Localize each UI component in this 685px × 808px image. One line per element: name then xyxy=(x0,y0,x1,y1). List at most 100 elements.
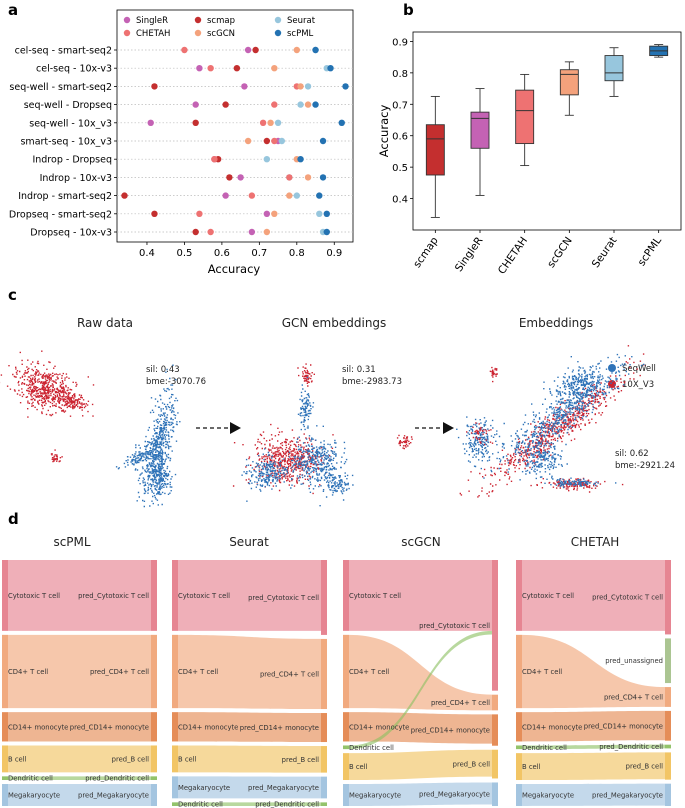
legend-label-10x: 10X_V3 xyxy=(622,380,654,390)
legend-label-seurat: Seurat xyxy=(287,16,316,26)
dot-scgcn-indrop-10x-v3 xyxy=(304,174,312,181)
emb-seqwell-cluster-bottom xyxy=(544,477,617,489)
dot-singler-indrop-smart-seq2 xyxy=(222,192,229,199)
panel-d-sankey: scPML Seurat scGCN CHETAH Cytotoxic T ce… xyxy=(2,535,671,808)
node-right-pred-dendritic-cell xyxy=(665,744,671,749)
panel-b-frame xyxy=(412,31,682,231)
node-left-cd4-t-cell xyxy=(172,634,178,709)
node-left-cytotoxic-t-cell xyxy=(343,560,349,631)
node-label-right-pred-b-cell: pred_B cell xyxy=(453,761,490,769)
node-right-pred-megakaryocyte xyxy=(151,784,157,806)
y-tick-label-seq-well-dropseq: seq-well - Dropseq xyxy=(24,100,112,111)
node-label-left-cd14-monocyte: CD14+ monocyte xyxy=(8,723,68,731)
dot-singler-cel-seq-smart-seq2 xyxy=(244,46,252,54)
node-right-pred-megakaryocyte xyxy=(492,782,498,806)
dot-scpml-cel-seq-smart-seq2 xyxy=(312,46,319,54)
node-label-right-pred-b-cell: pred_B cell xyxy=(626,763,663,771)
sankey-chetah: Cytotoxic T cell CD4+ T cell CD14+ monocyt… xyxy=(516,560,671,806)
legend-label-scmap: scmap xyxy=(207,16,235,26)
dot-scmap-seq-well-smart-seq2 xyxy=(151,83,158,90)
dot-scmap-seq-well-10x-v3 xyxy=(192,119,199,127)
node-label-right-pred-dendritic-cell: pred_Dendritic cell xyxy=(85,775,149,783)
dot-scpml-smart-seq-10x-v3 xyxy=(319,137,327,145)
node-left-megakaryocyte xyxy=(2,784,8,806)
legend-label-singler: SingleR xyxy=(136,16,168,26)
sankey-flows xyxy=(178,560,321,806)
panel-label-d: d xyxy=(8,510,19,528)
legend-marker-scpml xyxy=(274,29,282,37)
node-left-dendritic-cell xyxy=(2,776,8,781)
y-tick-label-cel-seq-10x-v3: cel-seq - 10x-v3 xyxy=(36,64,112,75)
y-tick-label-0-9: 0.9 xyxy=(392,37,408,48)
node-right-pred-b-cell xyxy=(492,749,498,779)
node-label-right-pred-cd4-t-cell: pred_CD4+ T cell xyxy=(431,699,490,707)
y-tick-label-0-5: 0.5 xyxy=(392,163,408,174)
node-right-pred-megakaryocyte xyxy=(665,783,671,806)
panel-c-gcn-bme: bme:-2983.73 xyxy=(342,377,402,387)
raw-10x-cluster-small xyxy=(50,449,63,463)
sankey-seurat: Cytotoxic T cell CD4+ T cell CD14+ monocyt… xyxy=(172,560,327,808)
node-left-dendritic-cell xyxy=(516,745,522,750)
dot-scpml-dropseq-smart-seq2 xyxy=(323,210,330,217)
gcn-10x-cluster-small-points xyxy=(396,434,413,450)
y-tick-label-0-7: 0.7 xyxy=(392,100,408,111)
node-label-right-pred-cd4-t-cell: pred_CD4+ T cell xyxy=(90,668,149,676)
node-left-b-cell xyxy=(2,745,8,773)
x-tick-label-0-5: 0.5 xyxy=(176,248,192,259)
node-label-right-pred-cd14-monocyte: pred_CD14+ monocyte xyxy=(584,722,663,730)
dot-scgcn-seq-well-10x-v3 xyxy=(267,119,274,127)
panel-a-frame xyxy=(116,9,354,243)
flow-dendritic-cell xyxy=(8,776,151,781)
node-label-left-cytotoxic-t-cell: Cytotoxic T cell xyxy=(522,592,574,600)
node-right-pred-cytotoxic-t-cell xyxy=(151,560,157,631)
gcn-10x-cluster-top-points xyxy=(297,363,315,387)
node-left-cd4-t-cell xyxy=(343,634,349,709)
node-label-left-cd14-monocyte: CD14+ monocyte xyxy=(522,723,582,731)
emb-seqwell-cluster-bottom-left xyxy=(519,432,568,481)
node-label-right-pred-b-cell: pred_B cell xyxy=(112,755,149,763)
node-left-cd14-monocyte xyxy=(343,712,349,742)
node-label-left-megakaryocyte: Megakaryocyte xyxy=(349,792,401,800)
dot-scpml-seq-well-10x-v3 xyxy=(338,119,345,127)
y-tick-label-cel-seq-smart-seq2: cel-seq - smart-seq2 xyxy=(15,46,112,57)
arrow-1-head xyxy=(230,422,241,434)
dot-scmap-dropseq-smart-seq2 xyxy=(151,210,158,217)
flow-cd14-monocyte xyxy=(522,710,665,742)
x-tick-label-0-8: 0.8 xyxy=(289,248,305,259)
flow-dendritic-cell xyxy=(178,802,321,806)
dot-scgcn-smart-seq-10x-v3 xyxy=(244,137,252,145)
sankey-title-scpml: scPML xyxy=(53,535,90,549)
node-label-right-pred-cytotoxic-t-cell: pred_Cytotoxic T cell xyxy=(592,594,663,602)
raw-seqwell-cluster-low-points xyxy=(145,455,177,506)
node-right-pred-cd4-t-cell xyxy=(321,638,327,710)
flow-cd14-monocyte xyxy=(8,712,151,742)
gcn-seqwell-cluster-top-points xyxy=(297,376,315,431)
gcn-seqwell-cluster-top xyxy=(297,376,315,431)
dot-scgcn-indrop-smart-seq2 xyxy=(286,192,293,199)
node-label-left-b-cell: B cell xyxy=(349,763,368,771)
node-right-pred-cytotoxic-t-cell xyxy=(321,560,327,635)
node-label-right-pred-megakaryocyte: pred_Megakaryocyte xyxy=(419,791,490,799)
dot-seurat-seq-well-smart-seq2 xyxy=(304,83,312,90)
node-left-cd14-monocyte xyxy=(516,712,522,742)
y-tick-label-indrop-dropseq: Indrop - Dropseq xyxy=(32,155,112,166)
emb-10x-cluster-small xyxy=(466,422,494,446)
flow-megakaryocyte xyxy=(8,784,151,806)
dot-scmap-indrop-smart-seq2 xyxy=(121,192,128,199)
legend-marker-scmap xyxy=(194,16,202,24)
panel-label-b: b xyxy=(403,1,414,19)
dot-chetah-indrop-dropseq xyxy=(211,156,218,163)
panel-c-raw-sil: sil: 0.43 xyxy=(146,365,180,375)
dot-seurat-indrop-dropseq xyxy=(263,156,271,163)
emb-seqwell-cluster-bottom-left-points xyxy=(519,432,568,481)
node-right-pred-cytotoxic-t-cell xyxy=(492,560,498,691)
x-tick-label-scpml: scPML xyxy=(636,235,665,269)
node-left-megakaryocyte xyxy=(343,784,349,806)
node-label-left-b-cell: B cell xyxy=(178,755,197,763)
dot-scgcn-cel-seq-10x-v3 xyxy=(271,65,278,72)
dot-scgcn-dropseq-10x-v3 xyxy=(263,228,271,236)
panel-c-title-emb: Embeddings xyxy=(519,316,593,330)
flow-b-cell xyxy=(522,752,665,781)
flow-cd4-t-cell xyxy=(522,634,665,709)
node-label-left-b-cell: B cell xyxy=(8,755,27,763)
